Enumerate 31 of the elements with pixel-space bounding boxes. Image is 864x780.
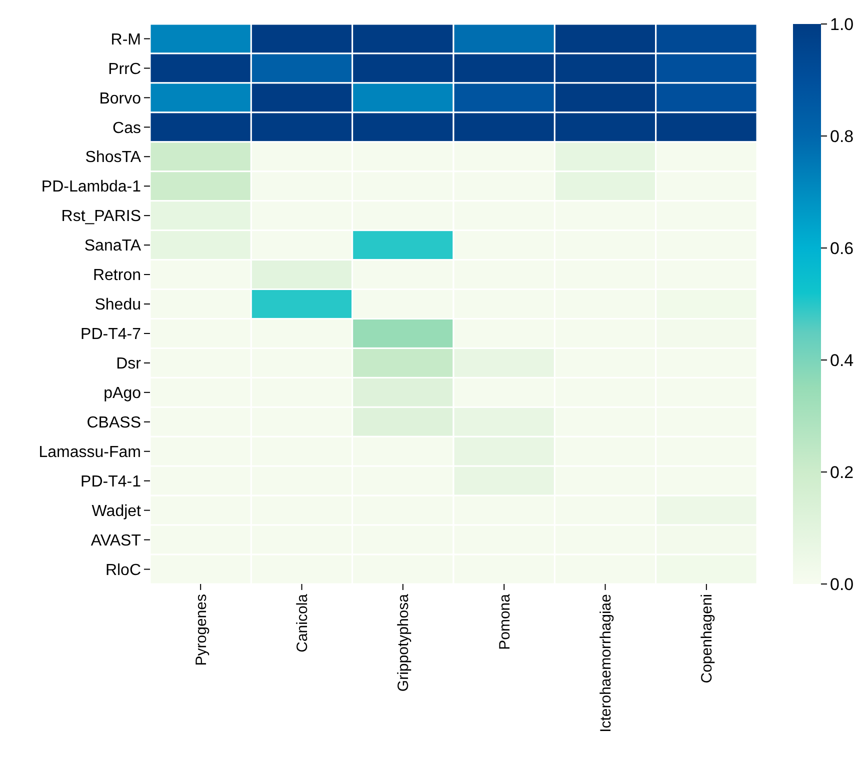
y-tick-label: PD-Lambda-1 [41, 178, 142, 196]
color-bar-label: 0.6 [830, 238, 854, 258]
x-tick-label: Pyrogenes [192, 594, 210, 666]
color-bar-label: 0.0 [830, 574, 854, 594]
y-tick-label: PD-T4-1 [80, 473, 142, 490]
color-bar-label: 0.8 [830, 126, 854, 146]
y-tick-label: PD-T4-7 [80, 326, 142, 344]
x-tick-label: Icterohaemorrhagiae [598, 594, 614, 732]
y-tick-label: Shedu [94, 296, 141, 314]
x-tick-label: Grippotyphosa [395, 593, 412, 692]
x-tick-label: Canicola [294, 593, 311, 652]
x-tick-label: Pomona [496, 593, 514, 650]
y-tick-label: Retron [92, 267, 141, 284]
color-bar-label: 0.2 [830, 462, 854, 482]
color-bar-label: 1.0 [830, 14, 854, 34]
y-tick-label: ShosTA [85, 149, 142, 166]
y-tick-label: SanaTA [84, 238, 142, 255]
y-tick-label: PrrC [108, 60, 141, 78]
y-tick-label: R-M [110, 31, 141, 48]
y-tick-label: RloC [105, 562, 141, 579]
y-tick-label: Cas [112, 120, 141, 137]
y-tick-label: AVAST [90, 532, 142, 550]
y-tick-label: Lamassu-Fam [38, 444, 141, 461]
x-tick-label: Copenhageni [698, 594, 716, 684]
y-tick-label: CBASS [86, 414, 141, 432]
y-tick-label: Dsr [116, 356, 142, 373]
color-bar-label: 0.4 [830, 350, 854, 370]
y-tick-label: pAgo [104, 385, 142, 402]
y-tick-label: Rst_PARIS [61, 208, 141, 226]
y-tick-label: Wadjet [92, 502, 142, 520]
y-tick-label: Borvo [99, 90, 142, 108]
